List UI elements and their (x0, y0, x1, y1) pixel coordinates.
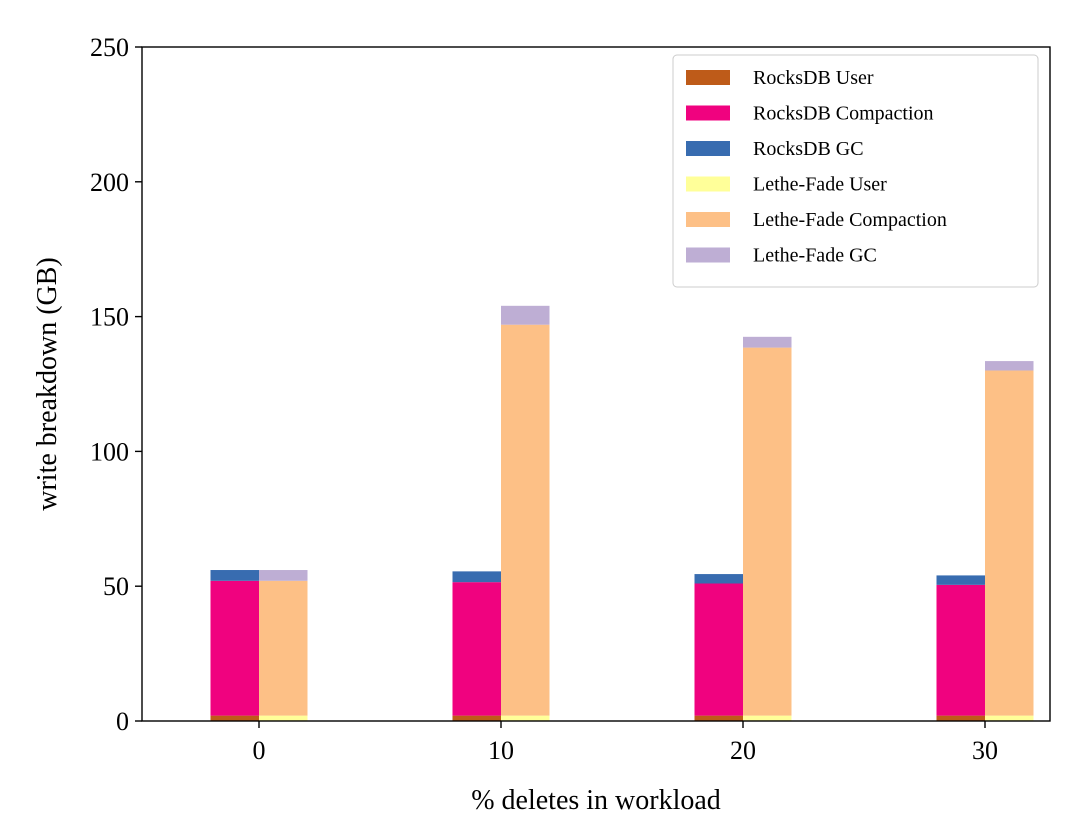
legend-entry: RocksDB User (753, 67, 874, 89)
bar-rocksdb-user-0 (210, 715, 259, 721)
bar-lethe-fade-gc-30 (985, 361, 1034, 371)
bar-lethe-fade-user-30 (985, 715, 1034, 721)
legend-swatch (686, 212, 730, 227)
x-axis-ticks: 0 10 20 30 (253, 721, 998, 765)
legend-entry: RocksDB GC (753, 138, 864, 160)
plot-frame (141, 46, 1051, 722)
y-tick-label: 200 (90, 168, 129, 197)
bar-lethe-fade-gc-10 (501, 305, 550, 325)
legend-entry: Lethe-Fade Compaction (753, 209, 947, 231)
bar-rocksdb-compaction-20 (694, 583, 743, 716)
bar-lethe-fade-gc-0 (259, 570, 308, 581)
bar-lethe-fade-compaction-20 (743, 347, 792, 716)
bar-lethe-fade-user-10 (501, 715, 550, 721)
legend-swatch (686, 105, 730, 121)
y-tick-label: 0 (116, 707, 129, 736)
x-tick-label: 20 (730, 736, 756, 765)
plot-bars (210, 305, 1034, 721)
bar-rocksdb-compaction-0 (210, 580, 259, 716)
x-tick-label: 10 (488, 736, 514, 765)
bar-lethe-fade-user-0 (259, 715, 308, 721)
legend-frame (672, 54, 1039, 288)
y-tick-label: 150 (90, 303, 129, 332)
x-axis-label: % deletes in workload (471, 785, 721, 816)
bar-rocksdb-compaction-30 (936, 584, 985, 716)
bar-lethe-fade-compaction-10 (501, 324, 550, 716)
legend-swatch (686, 176, 730, 192)
x-tick-label: 30 (972, 736, 998, 765)
legend-entry: RocksDB Compaction (753, 103, 934, 125)
y-tick-label: 100 (90, 437, 129, 466)
y-tick-label: 250 (90, 33, 129, 62)
bar-rocksdb-gc-30 (936, 575, 985, 585)
bar-rocksdb-user-20 (694, 715, 743, 721)
legend-swatch (686, 141, 730, 156)
bar-lethe-fade-compaction-30 (985, 370, 1034, 716)
bar-rocksdb-user-30 (936, 715, 985, 721)
bar-rocksdb-gc-0 (210, 570, 259, 581)
legend-entry: Lethe-Fade GC (753, 245, 877, 267)
legend-swatch (686, 70, 730, 85)
bar-lethe-fade-user-20 (743, 715, 792, 721)
bar-rocksdb-gc-10 (452, 571, 501, 583)
bar-lethe-fade-compaction-0 (259, 580, 308, 716)
bar-rocksdb-gc-20 (694, 574, 743, 584)
x-tick-label: 0 (253, 736, 266, 765)
y-axis-ticks: 0 50 100 150 200 250 (90, 33, 142, 736)
legend: RocksDB User RocksDB Compaction RocksDB GC… (672, 54, 1039, 288)
bar-rocksdb-user-10 (452, 715, 501, 721)
y-tick-label: 50 (103, 572, 129, 601)
y-axis-label: write breakdown (GB) (32, 257, 63, 510)
bar-lethe-fade-gc-20 (743, 336, 792, 348)
legend-entry: Lethe-Fade User (753, 174, 887, 196)
bar-rocksdb-compaction-10 (452, 582, 501, 716)
legend-swatch (686, 247, 730, 263)
